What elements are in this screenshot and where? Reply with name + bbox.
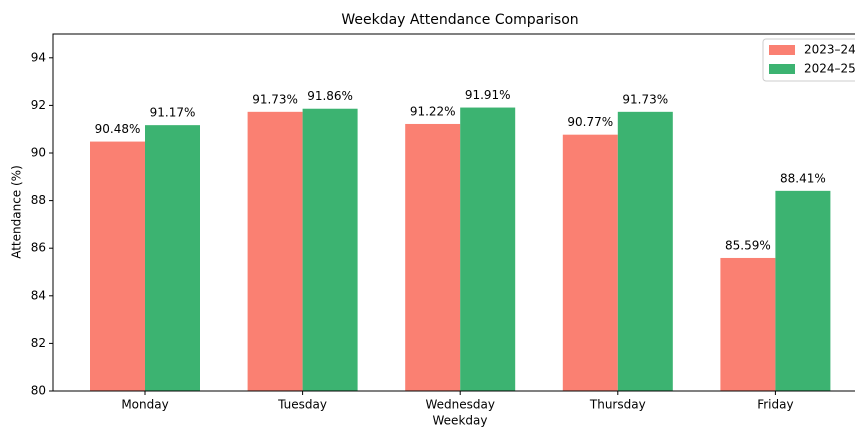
value-label: 91.73% [252, 92, 298, 106]
bar [247, 111, 303, 392]
x-tick-label: Tuesday [277, 398, 327, 412]
bar [720, 257, 776, 391]
bar [90, 141, 145, 391]
y-tick-label: 94 [31, 50, 46, 64]
value-label: 85.59% [725, 238, 771, 252]
legend-label: 2024–25 [804, 62, 855, 76]
bar [405, 123, 461, 392]
y-tick-label: 90 [31, 146, 46, 160]
value-label: 91.17% [150, 106, 196, 120]
bar [302, 108, 358, 392]
y-tick-label: 84 [31, 288, 46, 302]
y-tick-label: 92 [31, 98, 46, 112]
bar [775, 190, 831, 391]
value-label: 91.73% [622, 92, 668, 106]
value-label: 91.22% [410, 104, 456, 118]
legend: 2023–24 2024–25 [762, 38, 855, 82]
legend-swatch [769, 64, 795, 74]
x-tick-label: Friday [757, 398, 793, 412]
x-axis-label: Weekday [433, 414, 488, 428]
legend-swatch [769, 45, 795, 55]
value-label: 91.91% [465, 88, 511, 102]
bar [562, 134, 618, 391]
value-label: 91.86% [307, 89, 353, 103]
chart-title: Weekday Attendance Comparison [341, 12, 578, 28]
legend-label: 2023–24 [804, 43, 855, 57]
bar [460, 107, 516, 392]
y-tick-label: 88 [31, 193, 46, 207]
y-tick-label: 82 [31, 336, 46, 350]
x-tick-label: Monday [121, 398, 168, 412]
value-label: 88.41% [780, 171, 826, 185]
value-label: 90.77% [567, 115, 613, 129]
y-tick-label: 80 [31, 384, 46, 398]
x-tick-label: Wednesday [425, 398, 494, 412]
bar [617, 111, 673, 392]
bar [145, 125, 200, 392]
y-tick-label: 86 [31, 241, 46, 255]
value-label: 90.48% [95, 122, 141, 136]
x-tick-label: Thursday [589, 398, 646, 412]
y-axis-label: Attendance (%) [10, 165, 24, 259]
plot-frame [52, 33, 855, 392]
